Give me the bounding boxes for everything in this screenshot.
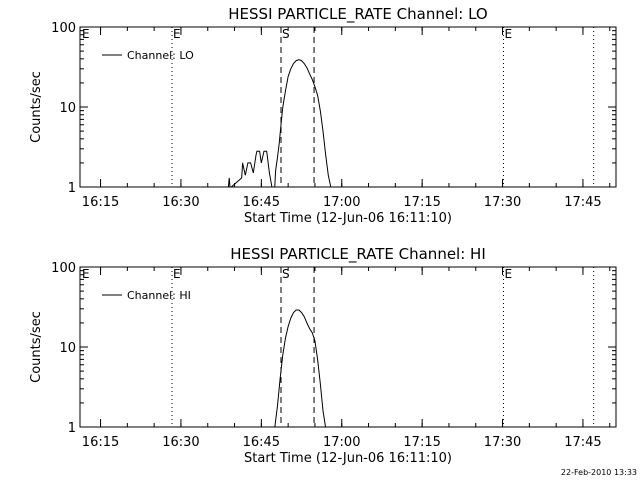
x-tick-label: 17:45	[564, 195, 601, 210]
chart-title: HESSI PARTICLE_RATE Channel: HI	[230, 245, 486, 264]
event-marker-label: E	[173, 27, 181, 41]
y-tick-label: 10	[59, 341, 76, 356]
x-axis-label: Start Time (12-Jun-06 16:11:10)	[244, 211, 452, 226]
x-tick-label: 16:30	[162, 195, 199, 210]
y-axis-label: Counts/sec	[29, 71, 44, 143]
y-tick-label: 100	[51, 261, 76, 276]
x-tick-label: 17:15	[403, 195, 440, 210]
legend-entry: Channel: LO	[127, 49, 194, 62]
x-axis-label: Start Time (12-Jun-06 16:11:10)	[244, 451, 452, 466]
chart-panel-2: HESSI PARTICLE_RATE Channel: HI 1 10 100 16:…	[29, 245, 617, 466]
y-axis-label: Counts/sec	[29, 311, 44, 383]
y-tick-label: 1	[68, 181, 76, 196]
x-tick-label: 16:45	[243, 435, 280, 450]
x-tick-label: 17:30	[484, 195, 521, 210]
x-tick-label: 17:45	[564, 435, 601, 450]
x-tick-label: 16:15	[82, 435, 119, 450]
x-tick-label: 17:00	[323, 195, 360, 210]
event-marker-label: S	[282, 27, 290, 41]
y-tick-label: 10	[59, 101, 76, 116]
x-tick-label: 16:30	[162, 435, 199, 450]
x-tick-label: 17:30	[484, 435, 521, 450]
footer-timestamp: 22-Feb-2010 13:33	[561, 468, 637, 477]
event-marker-label: E	[504, 27, 512, 41]
x-tick-label: 17:15	[403, 435, 440, 450]
event-marker-label: E	[504, 267, 512, 281]
x-tick-label: 16:15	[82, 195, 119, 210]
series-line-channel-lo	[227, 59, 332, 187]
y-tick-label: 100	[51, 21, 76, 36]
event-marker-label: E	[173, 267, 181, 281]
event-marker-label: S	[282, 267, 290, 281]
chart-panel-1: HESSI PARTICLE_RATE Channel: LO 1 10 100 16:…	[29, 5, 617, 226]
chart-title: HESSI PARTICLE_RATE Channel: LO	[228, 5, 487, 24]
legend-entry: Channel: HI	[127, 289, 191, 302]
event-marker-label: E	[82, 27, 90, 41]
y-tick-label: 1	[68, 421, 76, 436]
series-line-channel-hi	[274, 309, 327, 427]
x-tick-label: 16:45	[243, 195, 280, 210]
event-marker-label: E	[82, 267, 90, 281]
x-tick-label: 17:00	[323, 435, 360, 450]
